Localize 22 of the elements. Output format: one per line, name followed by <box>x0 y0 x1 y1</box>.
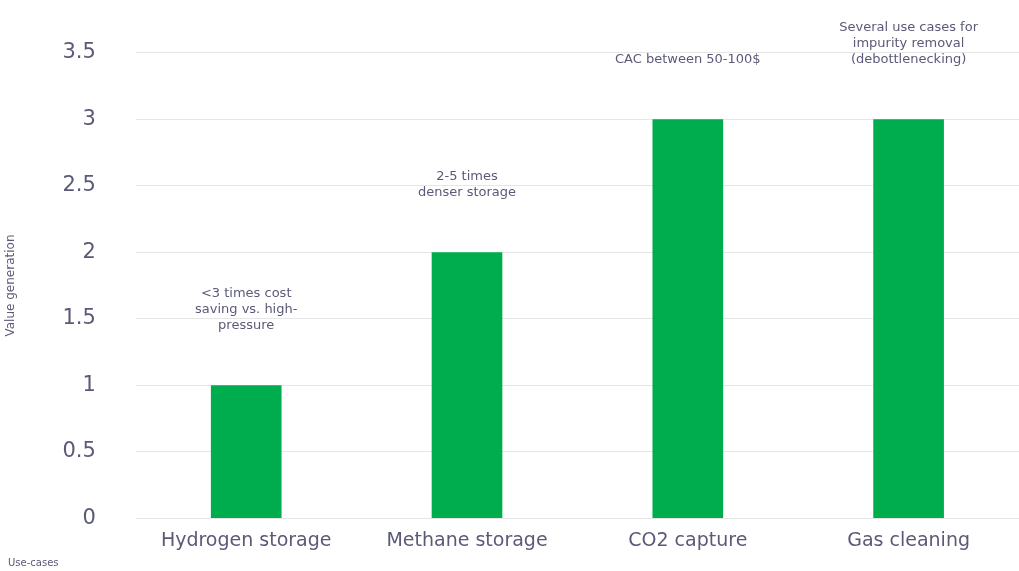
y-tick-label: 1.5 <box>62 305 96 330</box>
y-tick-label: 2 <box>82 238 96 263</box>
x-tick-label: CO2 capture <box>628 527 748 550</box>
annotation: 2-5 times denser storage <box>417 168 517 200</box>
y-tick-label: 0 <box>82 504 96 529</box>
x-tick-label: Hydrogen storage <box>160 527 332 550</box>
annotation: CAC between 50-100$ <box>614 51 761 67</box>
y-tick-label: 1 <box>82 371 96 396</box>
x-tick-label: Gas cleaning <box>847 527 970 550</box>
bar <box>431 252 503 518</box>
y-tick-label: 2.5 <box>62 172 96 197</box>
bar <box>652 119 724 518</box>
annotation: <3 times cost saving vs. high- pressure <box>194 285 298 333</box>
y-tick-label: 3 <box>82 105 96 130</box>
x-axis-title: Use-cases <box>8 557 59 568</box>
x-tick-label: Methane storage <box>386 527 548 550</box>
bar <box>873 119 944 518</box>
annotation: Several use cases for impurity removal (debottlenecking) <box>839 19 979 67</box>
y-tick-label: 3.5 <box>62 39 96 64</box>
y-axis-title: Value generation <box>3 234 18 337</box>
y-tick-label: 0.5 <box>62 438 96 463</box>
bar <box>210 385 282 518</box>
